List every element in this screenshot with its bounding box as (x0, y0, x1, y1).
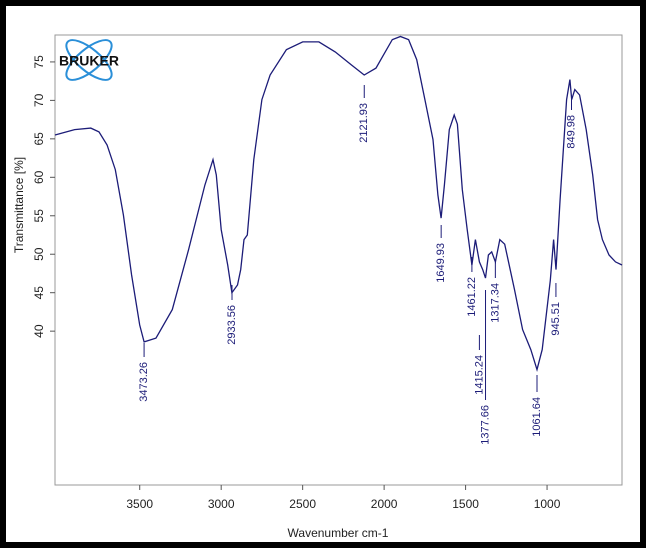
y-tick-label: 60 (32, 170, 46, 184)
x-tick-label: 3000 (208, 497, 235, 511)
peak-label: 1415.24 (473, 355, 485, 395)
logo-orbit (65, 39, 113, 81)
y-tick-label: 40 (32, 324, 46, 338)
plot-area (54, 34, 623, 486)
logo-orbit (65, 39, 113, 81)
x-tick-label: 1500 (452, 497, 479, 511)
y-tick-label: 75 (32, 55, 46, 69)
x-tick-label: 3500 (126, 497, 153, 511)
y-tick-label: 50 (32, 247, 46, 261)
y-axis-title: Transmittance [%] (12, 157, 26, 253)
x-tick-label: 2500 (289, 497, 316, 511)
y-tick-label: 65 (32, 132, 46, 146)
spectrum-line (54, 35, 623, 372)
peak-label: 1649.93 (435, 243, 447, 283)
peak-label: 2933.56 (226, 305, 238, 345)
peak-label: 3473.26 (138, 362, 150, 402)
y-tick-label: 55 (32, 209, 46, 223)
peak-label: 945.51 (550, 302, 562, 336)
peak-label: 1061.64 (531, 397, 543, 437)
peak-label: 2121.93 (358, 103, 370, 143)
peak-label: 1317.34 (489, 283, 501, 323)
y-tick-label: 70 (32, 93, 46, 107)
logo: BRUKER (59, 39, 119, 81)
x-tick-label: 2000 (371, 497, 398, 511)
y-tick-label: 45 (32, 286, 46, 300)
logo-text: BRUKER (59, 53, 119, 69)
peak-label: 1461.22 (466, 277, 478, 317)
peak-label: 1377.66 (479, 405, 491, 445)
x-tick-label: 1000 (534, 497, 561, 511)
x-axis-title: Wavenumber cm-1 (288, 526, 389, 540)
peak-label: 849.98 (565, 115, 577, 149)
